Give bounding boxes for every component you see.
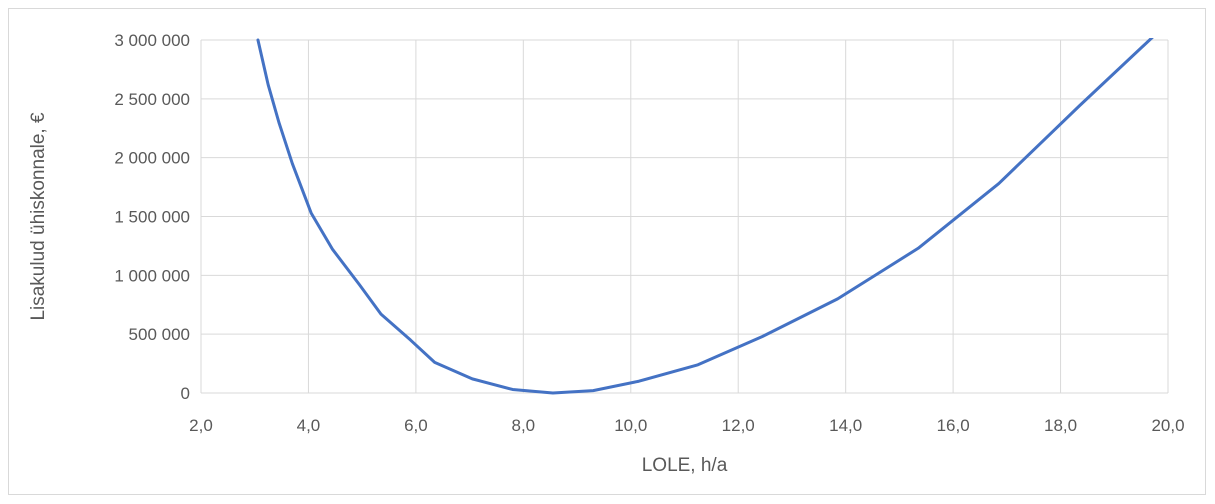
y-tick-label: 1 500 000 bbox=[114, 208, 190, 227]
x-tick-label: 14,0 bbox=[829, 416, 862, 435]
y-tick-label: 0 bbox=[181, 384, 190, 403]
y-tick-label: 2 500 000 bbox=[114, 90, 190, 109]
x-tick-label: 20,0 bbox=[1151, 416, 1184, 435]
y-tick-label: 500 000 bbox=[129, 325, 190, 344]
x-axis-tick-labels: 2,0 4,0 6,0 8,0 10,0 12,0 14,0 16,0 18,0 20,0 bbox=[189, 416, 1184, 435]
x-tick-label: 18,0 bbox=[1044, 416, 1077, 435]
series-line bbox=[256, 38, 1154, 395]
y-axis-tick-labels: 0 500 000 1 000 000 1 500 000 2 000 000 2 500… bbox=[114, 31, 190, 403]
x-tick-label: 12,0 bbox=[722, 416, 755, 435]
y-axis-title: Lisakulud ühiskonnale, € bbox=[28, 112, 49, 321]
y-tick-label: 3 000 000 bbox=[114, 31, 190, 50]
x-tick-label: 16,0 bbox=[937, 416, 970, 435]
x-tick-label: 8,0 bbox=[512, 416, 536, 435]
series-layer bbox=[256, 38, 1154, 395]
vertical-gridlines bbox=[200, 40, 1169, 393]
x-tick-label: 10,0 bbox=[614, 416, 647, 435]
y-tick-label: 2 000 000 bbox=[114, 149, 190, 168]
horizontal-gridlines bbox=[201, 39, 1168, 394]
y-tick-label: 1 000 000 bbox=[114, 266, 190, 285]
x-axis-title: LOLE, h/a bbox=[642, 455, 728, 476]
chart-frame bbox=[8, 8, 1206, 495]
x-tick-label: 2,0 bbox=[189, 416, 213, 435]
x-tick-label: 4,0 bbox=[297, 416, 321, 435]
x-tick-label: 6,0 bbox=[404, 416, 428, 435]
